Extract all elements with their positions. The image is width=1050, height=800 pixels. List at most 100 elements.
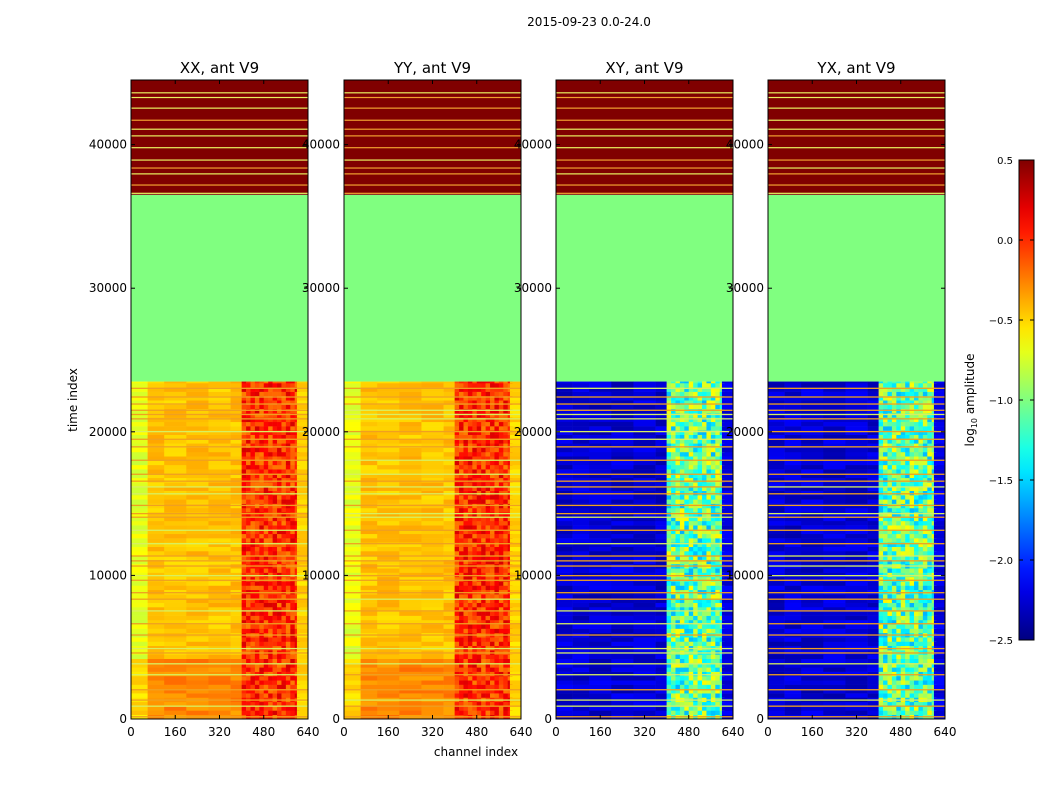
flag-line	[344, 173, 521, 175]
flag-line	[131, 575, 308, 577]
flag-line	[556, 473, 733, 475]
flag-line	[344, 486, 521, 488]
flag-line	[768, 430, 945, 433]
flag-line	[768, 409, 945, 411]
flag-line	[556, 409, 733, 411]
flag-line	[768, 699, 945, 701]
flag-line	[768, 493, 945, 495]
flag-line	[344, 396, 521, 398]
flag-line	[768, 119, 945, 121]
flag-line	[344, 184, 521, 186]
flag-line	[768, 543, 945, 545]
flag-line	[768, 652, 945, 654]
x-tick-label: 160	[377, 725, 400, 739]
x-tick-label: 0	[340, 725, 348, 739]
flag-line	[344, 473, 521, 475]
flag-line	[344, 565, 521, 567]
saturated-region	[131, 80, 308, 195]
y-tick-label: 30000	[89, 281, 127, 295]
flag-line	[768, 504, 945, 507]
flag-line	[556, 598, 733, 600]
flag-line	[344, 430, 521, 433]
flag-line	[556, 167, 733, 169]
flag-line	[131, 493, 308, 495]
y-tick-label: 0	[119, 712, 127, 726]
saturated-region	[556, 80, 733, 195]
flag-line	[344, 159, 521, 161]
flag-line	[556, 634, 733, 636]
colorbar-tick-label: −0.5	[989, 316, 1013, 327]
flagged-region	[768, 194, 945, 382]
flag-line	[556, 147, 733, 149]
flag-line	[556, 592, 733, 594]
y-tick-label: 30000	[726, 281, 764, 295]
colorbar-tick-label: 0.5	[997, 156, 1013, 167]
flag-line	[131, 598, 308, 600]
flag-line	[344, 92, 521, 94]
y-tick-label: 20000	[89, 425, 127, 439]
flag-line	[344, 96, 521, 99]
flag-line	[344, 543, 521, 545]
flag-line	[344, 107, 521, 109]
panel-3: YX, ant V9 0 160 320 480 640 0 10000 20000 30000 4…	[726, 59, 957, 739]
flag-line	[556, 699, 733, 701]
flag-line	[344, 610, 521, 612]
flag-line	[768, 403, 945, 405]
flag-line	[131, 184, 308, 186]
flag-line	[131, 430, 308, 433]
panel-1: YY, ant V9 0 160 320 480 640 0 10000 20000 30000 4…	[302, 59, 533, 739]
flag-line	[344, 413, 521, 416]
flag-line	[556, 493, 733, 495]
flag-line	[344, 634, 521, 636]
flag-line	[131, 413, 308, 416]
flag-line	[768, 473, 945, 475]
y-tick-label: 20000	[514, 425, 552, 439]
flag-line	[768, 512, 945, 515]
y-axis-label: time index	[66, 368, 80, 432]
flag-line	[344, 480, 521, 482]
x-tick-label: 160	[164, 725, 187, 739]
y-tick-label: 30000	[514, 281, 552, 295]
y-tick-label: 40000	[726, 138, 764, 152]
flag-line	[768, 147, 945, 149]
flag-line	[131, 403, 308, 405]
heatmap-image	[768, 80, 945, 719]
x-tick-label: 320	[208, 725, 231, 739]
flag-line	[556, 184, 733, 186]
flag-line	[768, 516, 945, 518]
colorbar-label: log10 amplitude	[963, 354, 979, 447]
flag-line	[768, 107, 945, 109]
flag-line	[131, 107, 308, 109]
flag-line	[344, 493, 521, 495]
flag-line	[131, 438, 308, 440]
x-tick-label: 0	[764, 725, 772, 739]
flag-line	[768, 592, 945, 594]
suptitle: 2015-09-23 0.0-24.0	[527, 15, 651, 29]
flag-line	[344, 699, 521, 701]
y-tick-label: 10000	[726, 568, 764, 582]
flag-line	[131, 167, 308, 169]
flag-line	[344, 512, 521, 515]
heatmap-image	[556, 80, 733, 719]
x-tick-label: 640	[722, 725, 745, 739]
flag-line	[768, 418, 945, 420]
flagged-region	[556, 194, 733, 382]
flag-line	[556, 480, 733, 482]
flag-line	[556, 610, 733, 612]
flag-line	[344, 147, 521, 149]
x-tick-label: 0	[552, 725, 560, 739]
flagged-region	[131, 194, 308, 382]
flag-line	[556, 516, 733, 518]
flag-line	[768, 192, 945, 194]
flag-line	[131, 663, 308, 665]
flag-line	[344, 135, 521, 137]
flag-line	[131, 446, 308, 448]
flag-line	[131, 473, 308, 475]
y-tick-label: 40000	[302, 138, 340, 152]
flag-line	[344, 119, 521, 121]
flag-line	[556, 504, 733, 507]
x-tick-label: 480	[889, 725, 912, 739]
colorbar-tick-label: −2.0	[989, 556, 1013, 567]
flag-line	[131, 418, 308, 420]
